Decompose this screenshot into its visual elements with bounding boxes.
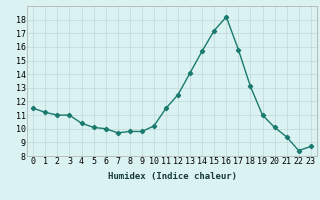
X-axis label: Humidex (Indice chaleur): Humidex (Indice chaleur) <box>108 172 236 181</box>
